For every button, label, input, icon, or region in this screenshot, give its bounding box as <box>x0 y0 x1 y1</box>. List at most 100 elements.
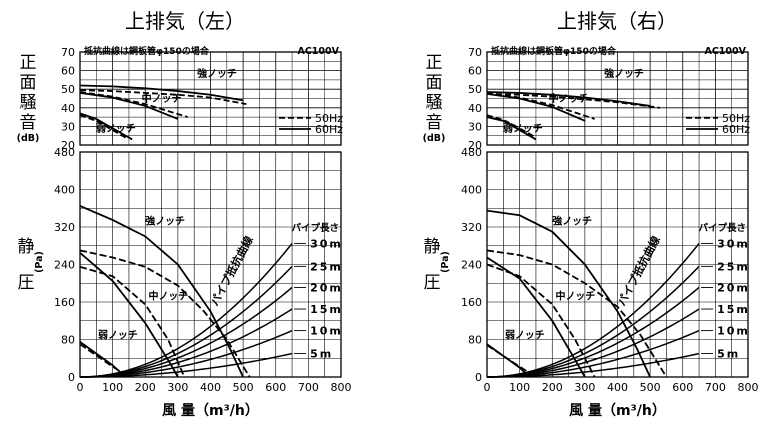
pressure-xtick: 500 <box>233 381 254 394</box>
noise-curve-label: 強ノッチ <box>604 67 644 80</box>
resistance-label: 30m <box>310 237 343 250</box>
pressure-curve-50Hz <box>486 263 596 378</box>
pressure-xtick: 600 <box>265 381 286 394</box>
noise-curve-50Hz <box>79 91 188 118</box>
resistance-curve-label: パイプ抵抗曲線 <box>207 234 256 309</box>
pressure-xtick: 100 <box>509 381 530 394</box>
pressure-curve-60Hz <box>486 343 531 378</box>
pressure-xtick: 300 <box>574 381 595 394</box>
pressure-curve-label: 強ノッチ <box>145 215 185 228</box>
pressure-ylabel: 圧 <box>424 273 441 293</box>
pressure-ylabel-unit: (Pa) <box>34 251 45 273</box>
noise-curve-60Hz <box>79 84 244 102</box>
pressure-xtick: 500 <box>640 381 661 394</box>
pressure-xtick: 800 <box>738 381 759 394</box>
pressure-ylabel: 圧 <box>18 273 35 293</box>
pressure-ytick: 400 <box>54 184 75 197</box>
noise-ytick: 20 <box>468 139 482 152</box>
pressure-xtick: 100 <box>102 381 123 394</box>
pressure-ytick: 80 <box>468 334 482 347</box>
noise-ylabel: 音 <box>426 113 443 133</box>
noise-ylabel-unit: (dB) <box>423 133 446 144</box>
resistance-curve-5m <box>486 352 700 378</box>
noise-curve-60Hz <box>79 92 179 120</box>
resistance-label: 10m <box>310 325 343 338</box>
resistance-label: 25m <box>310 260 343 273</box>
noise-curve-label: 中ノッチ <box>549 92 589 105</box>
pressure-xtick: 700 <box>298 381 319 394</box>
noise-ytick: 60 <box>468 65 482 78</box>
noise-curve-50Hz <box>486 92 595 120</box>
pressure-curve-label: 弱ノッチ <box>98 330 138 342</box>
pressure-ytick: 160 <box>54 296 75 309</box>
pressure-xtick: 400 <box>607 381 628 394</box>
noise-curve-60Hz <box>79 112 133 141</box>
pressure-curve-60Hz <box>79 252 179 378</box>
noise-ytick: 40 <box>468 102 482 115</box>
pressure-xtick: 400 <box>200 381 221 394</box>
pressure-ylabel: 静 <box>424 237 441 257</box>
pressure-xlabel: 風 量（m³/h） <box>569 403 666 419</box>
resistance-label: 15m <box>717 303 750 316</box>
pressure-curve-60Hz <box>79 341 127 378</box>
pressure-xtick: 600 <box>672 381 693 394</box>
noise-ytick: 50 <box>468 83 482 96</box>
noise-curve-label: 強ノッチ <box>197 67 237 80</box>
pressure-xtick: 700 <box>705 381 726 394</box>
pressure-xtick: 300 <box>167 381 188 394</box>
pressure-xtick: 200 <box>542 381 563 394</box>
noise-ytick: 40 <box>61 102 75 115</box>
pressure-curve-label: 中ノッチ <box>149 290 189 303</box>
noise-ytick: 30 <box>468 120 482 133</box>
resistance-label: 15m <box>310 303 343 316</box>
noise-ylabel-unit: (dB) <box>17 133 40 144</box>
pressure-ylabel-unit: (Pa) <box>440 251 451 273</box>
noise-curve-50Hz <box>79 89 247 105</box>
pressure-xtick: 0 <box>484 381 491 394</box>
noise-ytick: 20 <box>61 139 75 152</box>
pressure-ytick: 80 <box>61 334 75 347</box>
noise-ytick: 70 <box>468 46 482 59</box>
resistance-label: 25m <box>717 260 750 273</box>
pressure-ytick: 320 <box>54 221 75 234</box>
noise-frame <box>79 51 342 146</box>
noise-curve-label: 弱ノッチ <box>96 123 136 135</box>
pressure-curve-50Hz <box>79 249 251 378</box>
pressure-curve-50Hz <box>486 344 537 378</box>
pressure-curve-50Hz <box>486 249 668 378</box>
pressure-curve-50Hz <box>79 265 186 378</box>
pressure-curve-label: 中ノッチ <box>556 290 596 303</box>
noise-voltage: AC100V <box>297 46 339 57</box>
pressure-curve-label: 弱ノッチ <box>505 330 545 342</box>
noise-curve-label: 弱ノッチ <box>503 123 543 135</box>
noise-curve-60Hz <box>486 116 537 141</box>
pressure-ytick: 480 <box>54 146 75 159</box>
noise-frame <box>486 51 749 146</box>
pressure-xtick: 800 <box>331 381 352 394</box>
noise-note: 抵抗曲線は鋼板管φ150の場合 <box>491 45 617 57</box>
legend-label: 60Hz <box>722 123 750 136</box>
pressure-xtick: 200 <box>135 381 156 394</box>
noise-ylabel: 音 <box>20 113 37 133</box>
pressure-ytick: 400 <box>461 184 482 197</box>
pressure-ytick: 0 <box>475 371 482 384</box>
resistance-title: パイプ長さ <box>698 222 746 234</box>
legend-label: 60Hz <box>315 123 343 136</box>
noise-ytick: 70 <box>61 46 75 59</box>
noise-ytick: 60 <box>61 65 75 78</box>
resistance-curve-5m <box>79 352 293 378</box>
noise-voltage: AC100V <box>704 46 746 57</box>
noise-ytick: 30 <box>61 120 75 133</box>
noise-curve-50Hz <box>486 92 661 109</box>
pressure-ytick: 240 <box>54 259 75 272</box>
pressure-frame <box>79 151 342 378</box>
noise-ylabel: 面 <box>20 73 37 93</box>
pressure-curve-60Hz <box>486 209 651 378</box>
pressure-curve-60Hz <box>79 205 244 378</box>
pressure-ytick: 160 <box>461 296 482 309</box>
resistance-curve-30m <box>79 242 293 378</box>
pressure-xlabel: 風 量（m³/h） <box>162 403 259 419</box>
pressure-ylabel: 静 <box>18 237 35 257</box>
